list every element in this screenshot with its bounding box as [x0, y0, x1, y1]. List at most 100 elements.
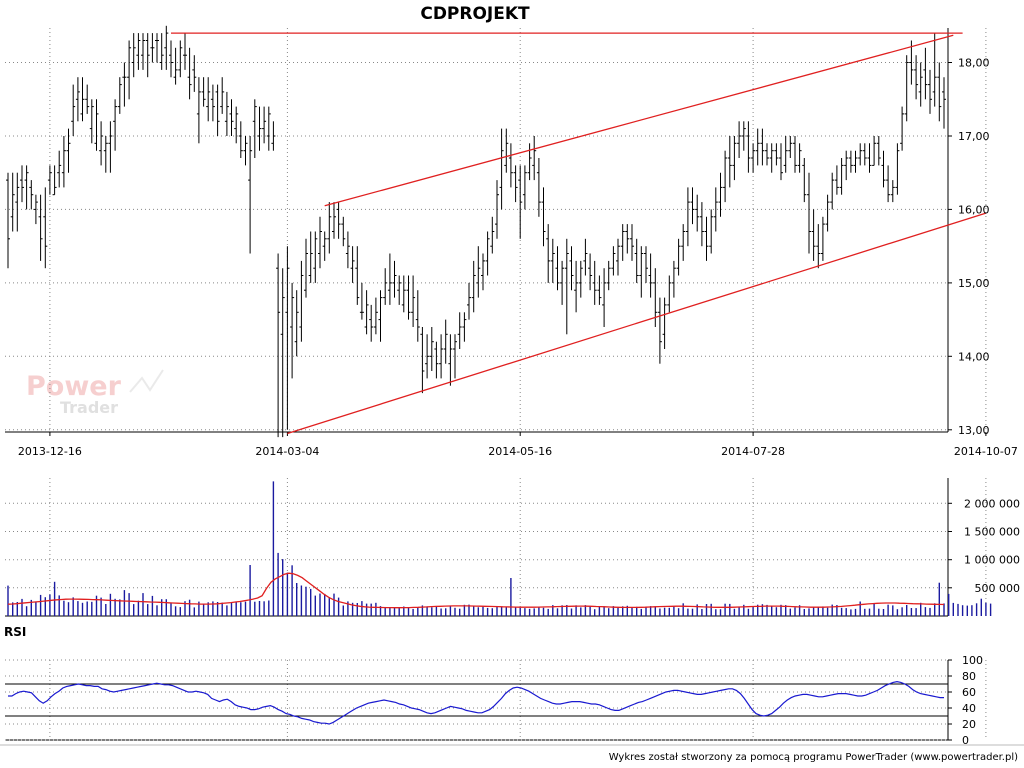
ohlc-bar: [923, 47, 928, 100]
ohlc-bar: [276, 253, 281, 438]
ohlc-bar: [29, 180, 34, 210]
ohlc-bar: [210, 84, 215, 122]
ohlc-bar: [862, 143, 867, 166]
ohlc-bar: [280, 268, 285, 438]
rsi-tick-label: 40: [962, 702, 976, 715]
ohlc-bar: [383, 268, 388, 305]
ohlc-bar: [285, 246, 290, 430]
ohlc-bar: [38, 194, 43, 261]
ohlc-bar: [164, 25, 169, 70]
ohlc-bar: [248, 136, 253, 254]
ohlc-bar: [57, 150, 62, 188]
ohlc-bar: [830, 172, 835, 210]
ohlc-bar: [206, 77, 211, 122]
ohlc-bar: [85, 84, 90, 114]
ohlc-bar: [345, 231, 350, 269]
ohlc-bar: [881, 150, 886, 188]
ohlc-bar: [406, 275, 411, 320]
ohlc-bar: [429, 327, 434, 371]
ohlc-bar: [844, 150, 849, 181]
footer-text: Wykres został stworzony za pomocą progra…: [609, 752, 1018, 763]
ohlc-bar: [676, 238, 681, 276]
ohlc-bar: [462, 312, 467, 342]
ohlc-bar: [476, 246, 481, 298]
ohlc-bar: [820, 216, 825, 261]
ohlc-bar: [723, 150, 728, 203]
ohlc-bar: [71, 84, 76, 136]
ohlc-bar: [914, 55, 919, 100]
ohlc-bar: [918, 62, 923, 107]
ohlc-bar: [713, 187, 718, 232]
ohlc-bar: [173, 47, 178, 85]
ohlc-bar: [150, 33, 155, 63]
trendline-channel-upper: [324, 34, 954, 207]
ohlc-bar: [550, 238, 555, 283]
ohlc-bar: [546, 224, 551, 283]
ohlc-bar: [611, 246, 616, 276]
volume-tick-label: 1 500 000: [964, 526, 1020, 539]
watermark-swoosh-icon: [129, 369, 164, 393]
ohlc-bar: [890, 180, 895, 203]
watermark-trader-text: Trader: [60, 398, 118, 417]
ohlc-bar: [485, 231, 490, 276]
price-tick-label: 16,00: [958, 203, 990, 216]
ohlc-bar: [294, 290, 299, 357]
ohlc-bar: [662, 297, 667, 349]
ohlc-bar: [145, 33, 150, 78]
ohlc-bar: [103, 136, 108, 173]
ohlc-bar: [709, 209, 714, 254]
trendline-channel-lower: [287, 212, 987, 435]
ohlc-bar: [113, 99, 118, 151]
ohlc-bar: [602, 268, 607, 327]
ohlc-bar: [457, 312, 462, 349]
x-tick-label: 2014-07-28: [721, 445, 785, 458]
ohlc-bar: [751, 143, 756, 173]
ohlc-bar: [224, 91, 229, 136]
ohlc-bar: [671, 260, 676, 298]
ohlc-bar: [169, 40, 173, 78]
ohlc-bar: [131, 33, 136, 78]
ohlc-bar: [816, 224, 821, 269]
ohlc-bar: [215, 84, 220, 136]
ohlc-bar: [909, 40, 914, 85]
ohlc-bar: [80, 77, 85, 122]
ohlc-bar: [606, 260, 611, 291]
ohlc-bar: [155, 33, 159, 63]
ohlc-bar: [318, 216, 322, 269]
ohlc-bar: [196, 77, 201, 144]
ohlc-bar: [243, 136, 248, 166]
ohlc-bar: [336, 202, 341, 239]
ohlc-bar: [737, 121, 742, 158]
ohlc-bar: [299, 260, 304, 342]
ohlc-bar: [760, 128, 765, 166]
ohlc-bar: [229, 99, 234, 136]
ohlc-bar: [783, 136, 788, 173]
price-tick-label: 13,00: [958, 424, 990, 437]
x-tick-label: 2013-12-16: [18, 445, 82, 458]
ohlc-bar: [867, 143, 872, 173]
ohlc-bar: [471, 260, 476, 313]
ohlc-bar: [508, 143, 513, 188]
ohlc-bar: [10, 172, 15, 232]
ohlc-bar: [33, 194, 38, 225]
ohlc-bar: [569, 246, 574, 291]
ohlc-bar: [574, 260, 579, 313]
ohlc-bar: [327, 202, 332, 254]
ohlc-bar: [667, 275, 672, 313]
ohlc-bar: [448, 334, 453, 386]
ohlc-bar: [108, 121, 113, 173]
ohlc-bar: [518, 165, 523, 239]
ohlc-bar: [499, 128, 504, 210]
ohlc-bar: [313, 231, 318, 283]
ohlc-bar: [681, 224, 686, 261]
ohlc-bar: [397, 275, 402, 305]
ohlc-bar: [20, 165, 24, 203]
ohlc-bar: [718, 172, 723, 217]
x-tick-label: 2014-05-16: [488, 445, 552, 458]
ohlc-bar: [192, 55, 197, 92]
ohlc-bar: [592, 260, 597, 305]
rsi-line: [8, 680, 944, 725]
ohlc-bar: [392, 260, 397, 298]
ohlc-bar: [695, 194, 700, 232]
